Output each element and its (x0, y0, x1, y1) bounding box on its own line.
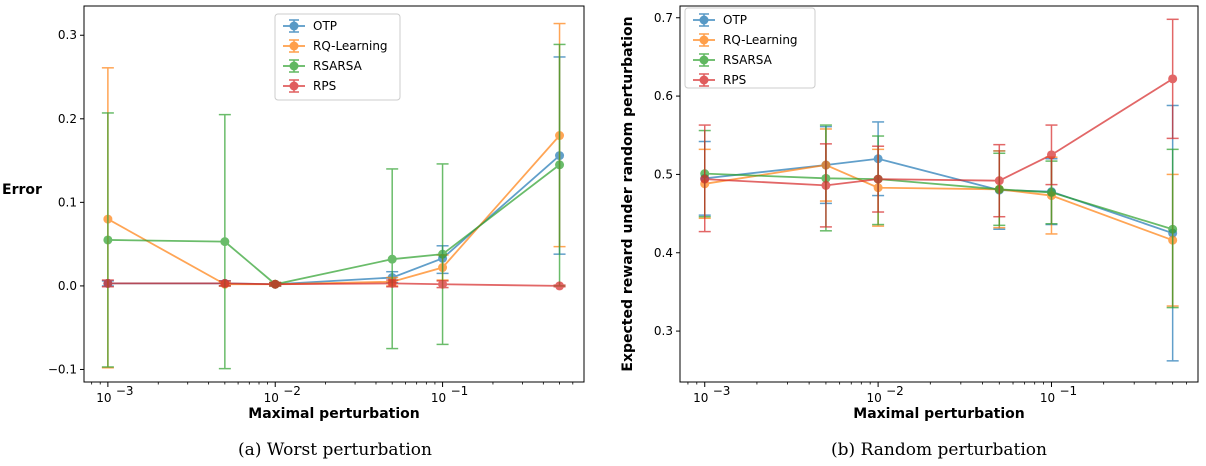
legend-dot (699, 55, 709, 65)
legend-label: RPS (313, 79, 336, 93)
series-line (107, 134, 561, 286)
legend-dot (289, 21, 299, 31)
legend-marker (283, 19, 305, 33)
series-rps (101, 278, 566, 291)
plot-frame (679, 5, 1199, 383)
x-tick-label: 10 (264, 391, 279, 405)
x-tick-exponent: −2 (886, 384, 904, 398)
data-point (873, 174, 883, 184)
data-point (1168, 74, 1178, 84)
legend-dot (289, 61, 299, 71)
x-tick-exponent: −3 (713, 384, 731, 398)
series-rsarsa (101, 43, 566, 370)
legend-label: OTP (313, 19, 337, 33)
legend-label: RPS (723, 73, 746, 87)
series-line (704, 172, 1173, 231)
legend-dot (699, 35, 709, 45)
x-tick-exponent: −2 (283, 384, 301, 398)
y-tick-label: −0.1 (48, 362, 77, 376)
y-axis-label: Error (2, 182, 42, 198)
data-point (220, 237, 230, 247)
data-point (1046, 150, 1056, 160)
legend-marker (283, 79, 305, 93)
x-tick-exponent: −3 (116, 384, 134, 398)
legend-dot (289, 81, 299, 91)
legend-label: OTP (723, 13, 747, 27)
data-point (387, 254, 397, 264)
x-tick-label: 10 (96, 391, 111, 405)
legend-marker (283, 39, 305, 53)
legend-dot (289, 41, 299, 51)
data-point (438, 249, 448, 259)
x-tick-label: 10 (693, 391, 708, 405)
series-line (704, 157, 1173, 235)
y-tick-label: 0.5 (654, 167, 673, 181)
data-point (555, 281, 565, 291)
data-point (103, 278, 113, 288)
data-point (1168, 224, 1178, 234)
panel-caption: (b) Random perturbation (831, 440, 1047, 460)
series-rq-learning (698, 128, 1179, 307)
x-tick-label: 10 (866, 391, 881, 405)
legend-marker (283, 59, 305, 73)
legend-dot (699, 15, 709, 25)
y-tick-label: 0.0 (58, 279, 77, 293)
legend-label: RQ-Learning (723, 33, 798, 47)
y-tick-label: 0.3 (654, 324, 673, 338)
y-tick-label: 0.2 (58, 112, 77, 126)
data-point (387, 278, 397, 288)
series-line (107, 164, 561, 286)
y-tick-label: 0.1 (58, 195, 77, 209)
panel-caption: (a) Worst perturbation (238, 440, 432, 460)
legend-marker (693, 73, 715, 87)
data-point (555, 160, 565, 170)
x-axis-label: Maximal perturbation (853, 406, 1024, 422)
legend-label: RQ-Learning (313, 39, 388, 53)
y-tick-label: 0.6 (654, 89, 673, 103)
x-axis-label: Maximal perturbation (248, 406, 419, 422)
data-point (438, 279, 448, 289)
series-otp (698, 104, 1179, 362)
data-point (1046, 187, 1056, 197)
legend-marker (693, 13, 715, 27)
legend-label: RSARSA (723, 53, 773, 67)
legend-dot (699, 75, 709, 85)
y-axis-label: Expected reward under random perturbatio… (620, 16, 636, 371)
series-line (704, 78, 1174, 187)
series-rps (698, 18, 1179, 233)
series-line (107, 154, 561, 286)
legend-marker (693, 33, 715, 47)
x-tick-label: 10 (431, 391, 446, 405)
data-point (103, 235, 113, 245)
series-line (107, 282, 560, 287)
legend-box (274, 13, 401, 101)
x-tick-exponent: −1 (451, 384, 469, 398)
data-point (700, 174, 710, 184)
y-tick-label: 0.4 (654, 246, 673, 260)
y-tick-label: 0.7 (654, 11, 673, 25)
data-point (270, 279, 280, 289)
series-line (704, 164, 1173, 242)
x-tick-exponent: −1 (1059, 384, 1077, 398)
legend-label: RSARSA (313, 59, 363, 73)
legend: OTP RQ-Learning RSARSA RPS (684, 7, 816, 89)
legend-box (684, 7, 816, 89)
data-point (220, 278, 230, 288)
legend: OTP RQ-Learning RSARSA RPS (274, 13, 401, 101)
data-point (821, 180, 831, 190)
plot-frame (83, 5, 585, 383)
y-tick-label: 0.3 (58, 28, 77, 42)
chart-panel-random-perturbation: 0.3 0.4 0.5 0.6 0.7 10 −3 10 −2 10 −1 Maximal pertu… (620, 5, 1199, 460)
data-point (994, 176, 1004, 186)
legend-marker (693, 53, 715, 67)
x-tick-label: 10 (1040, 391, 1055, 405)
chart-panel-worst-perturbation: −0.1 0.0 0.1 0.2 0.3 10 −3 10 −2 10 −1 Maximal pert… (2, 5, 585, 460)
